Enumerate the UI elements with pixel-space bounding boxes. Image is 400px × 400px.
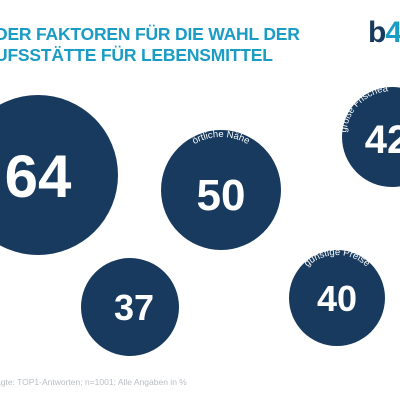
bubble-circle xyxy=(161,130,281,250)
bubble-value: 42 xyxy=(365,118,400,162)
bubble-circle xyxy=(342,87,400,187)
source-footnote: agte: TOP1-Antworten; n=1001; Alle Angab… xyxy=(0,377,187,387)
bubble-value: 64 xyxy=(5,143,72,210)
logo-digit: 4 xyxy=(385,16,400,49)
title-line-1: DER FAKTOREN FÜR DIE WAHL DER xyxy=(0,24,300,44)
bubble-circle xyxy=(289,250,385,346)
title-line-2: UFSSTÄTTE FÜR LEBENSMITTEL xyxy=(0,45,273,65)
logo-letter: b xyxy=(368,16,386,49)
chart-title: DER FAKTOREN FÜR DIE WAHL DER UFSSTÄTTE … xyxy=(0,24,325,66)
bubble-value: 50 xyxy=(197,171,246,220)
brand-logo: b4 xyxy=(368,16,400,50)
bubble-circle xyxy=(0,95,118,255)
bubble-circle xyxy=(81,258,179,356)
bubble-value: 37 xyxy=(114,287,154,328)
bubble-0: 64Sauberkeit xyxy=(0,85,118,255)
bubble-value: 40 xyxy=(317,278,357,319)
